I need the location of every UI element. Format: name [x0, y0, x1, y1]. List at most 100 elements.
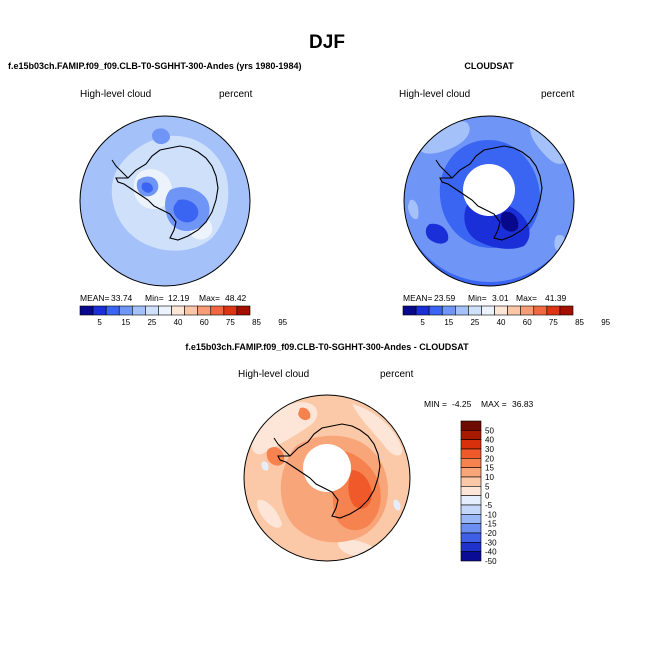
obs-colorbar-swatch: [468, 305, 482, 316]
obs-field-dark-2: [425, 223, 449, 244]
obs-colorbar-tick-label: 95: [601, 318, 610, 327]
obs-colorbar-swatch: [559, 305, 574, 316]
diff-max-label: MAX =: [481, 399, 507, 409]
model-units-label: percent: [219, 89, 253, 100]
model-mean-label: MEAN=: [80, 293, 110, 303]
model-map-border: [79, 115, 251, 287]
model-colorbar: 5 15 25 40 60 75 85 95: [79, 305, 288, 327]
model-min-label: Min=: [145, 293, 164, 303]
diff-colorbar-swatch: [460, 420, 482, 431]
model-colorbar-tick-label: 85: [252, 318, 261, 327]
model-colorbar-tick-label: 25: [147, 318, 156, 327]
diff-colorbar-tick-label: -20: [485, 529, 497, 538]
diff-colorbar-tick-label: 0: [485, 492, 490, 501]
obs-colorbar-tick-label: 60: [523, 318, 532, 327]
diff-map-border: [243, 394, 411, 562]
diff-colorbar-tick-label: -30: [485, 538, 497, 547]
obs-colorbar-tick-label: 75: [549, 318, 558, 327]
model-colorbar-tick-label: 75: [226, 318, 235, 327]
diff-colorbar-tick-label: -10: [485, 510, 497, 519]
diff-colorbar-tick-label: 20: [485, 454, 494, 463]
model-field-dark: [173, 199, 199, 223]
diff-colorbar-swatch: [460, 551, 482, 562]
diff-colorbar-swatch: [460, 476, 482, 487]
obs-max-value: 41.39: [545, 293, 567, 303]
model-colorbar-swatch: [145, 305, 159, 316]
diff-colorbar-swatch: [460, 542, 482, 552]
model-colorbar-swatch: [184, 305, 198, 316]
panel-diff: f.e15b03ch.FAMIP.f09_f09.CLB-T0-SGHHT-30…: [185, 342, 533, 566]
diff-max-value: 36.83: [512, 399, 534, 409]
model-colorbar-swatch: [79, 305, 94, 316]
model-field-dark-2: [141, 182, 153, 193]
obs-colorbar-swatch: [546, 305, 561, 316]
obs-colorbar-tick-label: 40: [497, 318, 506, 327]
diff-colorbar-swatch: [460, 467, 482, 478]
figure-title: DJF: [309, 32, 345, 53]
obs-min-label: Min=: [468, 293, 487, 303]
diff-colorbar-tick-label: 50: [485, 426, 494, 435]
diff-colorbar-tick-label: 40: [485, 436, 494, 445]
obs-colorbar-swatch: [494, 305, 508, 316]
diff-map: [244, 395, 410, 561]
obs-colorbar-tick-label: 5: [420, 318, 425, 327]
obs-colorbar-swatch: [481, 305, 495, 316]
model-colorbar-tick-label: 5: [97, 318, 102, 327]
obs-colorbar-tick-label: 25: [470, 318, 479, 327]
model-mean-value: 33.74: [111, 293, 133, 303]
obs-min-value: 3.01: [492, 293, 509, 303]
obs-pole-hole: [463, 164, 515, 216]
obs-mean-value: 23.59: [434, 293, 456, 303]
model-colorbar-swatch: [92, 305, 107, 316]
diff-colorbar-swatch: [460, 458, 482, 468]
obs-max-label: Max=: [516, 293, 537, 303]
obs-colorbar-swatch: [428, 305, 443, 316]
obs-colorbar-swatch: [441, 305, 456, 316]
model-colorbar-swatch: [223, 305, 238, 316]
diff-colorbar-tick-label: -15: [485, 520, 497, 529]
model-min-value: 12.19: [168, 293, 190, 303]
diff-colorbar-swatch: [460, 523, 482, 534]
model-peninsula: [111, 159, 129, 179]
obs-mean-label: MEAN=: [403, 293, 433, 303]
obs-colorbar-swatch: [415, 305, 430, 316]
obs-colorbar-swatch: [520, 305, 535, 316]
obs-colorbar-swatch: [533, 305, 548, 316]
diff-peninsula: [273, 437, 291, 457]
model-colorbar-tick-label: 60: [200, 318, 209, 327]
diff-colorbar-swatch: [460, 495, 482, 506]
model-colorbar-swatch: [132, 305, 146, 316]
diff-min-value: -4.25: [452, 399, 472, 409]
diff-colorbar-tick-label: -50: [485, 557, 497, 566]
obs-colorbar-tick-label: 15: [444, 318, 453, 327]
obs-colorbar-swatch: [402, 305, 417, 316]
diff-colorbar-tick-label: 15: [485, 464, 494, 473]
diff-colorbar-swatch: [460, 439, 482, 450]
obs-subtitle: CLOUDSAT: [464, 61, 514, 71]
diff-colorbar-swatch: [460, 430, 482, 440]
diff-subtitle: f.e15b03ch.FAMIP.f09_f09.CLB-T0-SGHHT-30…: [185, 342, 469, 352]
diff-colorbar-tick-label: 10: [485, 473, 494, 482]
model-stats: MEAN= 33.74 Min= 12.19 Max= 48.42: [80, 293, 247, 303]
diff-units-label: percent: [380, 369, 414, 380]
model-colorbar-swatch: [105, 305, 120, 316]
diff-minmax: MIN = -4.25 MAX = 36.83: [424, 399, 534, 409]
obs-field-darkest: [500, 211, 519, 232]
diff-colorbar-swatch: [460, 532, 482, 543]
diff-colorbar-swatch: [460, 448, 482, 459]
obs-peninsula: [435, 159, 453, 179]
panel-obs: CLOUDSAT High-level cloud percent MEAN= …: [399, 61, 611, 327]
model-map: [80, 116, 250, 286]
diff-colorbar-tick-label: 30: [485, 445, 494, 454]
obs-colorbar: 5 15 25 40 60 75 85 95: [402, 305, 611, 327]
obs-antarctica-coastline: [439, 145, 543, 241]
diff-colorbar-tick-label: 5: [485, 482, 490, 491]
diff-variable-label: High-level cloud: [238, 369, 309, 380]
model-field-medium-3: [152, 128, 170, 145]
model-max-value: 48.42: [225, 293, 247, 303]
model-colorbar-swatch: [118, 305, 133, 316]
model-colorbar-tick-label: 40: [174, 318, 183, 327]
obs-colorbar-tick-label: 85: [575, 318, 584, 327]
obs-colorbar-swatch: [507, 305, 521, 316]
